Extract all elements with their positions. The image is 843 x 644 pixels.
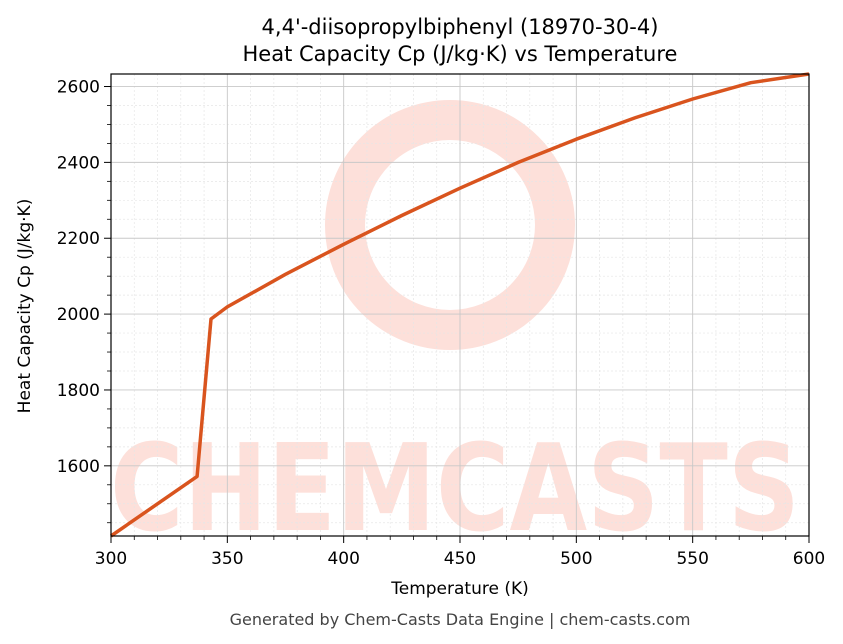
y-tick-label: 2200: [57, 229, 100, 249]
cp-series-line: [110, 72, 810, 538]
y-tick-label: 1600: [57, 457, 100, 477]
y-tick-label: 1800: [57, 381, 100, 401]
y-axis-label: Heat Capacity Cp (J/kg·K): [15, 199, 35, 414]
axis-ticks: 300 350 400 450 500 550 600 1600 1800 2000 2200 240…: [57, 78, 825, 569]
x-tick-label: 500: [560, 549, 592, 569]
watermark-text: CHEMCASTS: [110, 420, 800, 559]
x-tick-label: 350: [211, 549, 243, 569]
footer-credit: Generated by Chem-Casts Data Engine | ch…: [230, 610, 691, 629]
chart-title-line2: Heat Capacity Cp (J/kg·K) vs Temperature: [243, 42, 678, 66]
x-tick-label: 600: [793, 549, 825, 569]
y-tick-label: 2400: [57, 153, 100, 173]
y-tick-label: 2000: [57, 305, 100, 325]
chart-title-line1: 4,4'-diisopropylbiphenyl (18970-30-4): [262, 15, 659, 39]
chemcasts-watermark: CHEMCASTS: [110, 100, 800, 559]
y-tick-label: 2600: [57, 78, 100, 98]
x-tick-label: 300: [95, 549, 127, 569]
x-tick-label: 450: [444, 549, 476, 569]
watermark-logo-ring: [325, 100, 575, 350]
x-tick-label: 550: [676, 549, 708, 569]
x-axis-label: Temperature (K): [390, 579, 529, 599]
x-tick-label: 400: [327, 549, 359, 569]
